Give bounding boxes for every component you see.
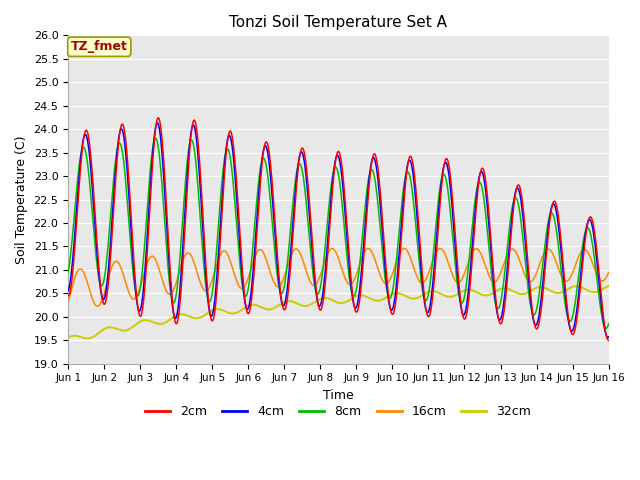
Title: Tonzi Soil Temperature Set A: Tonzi Soil Temperature Set A (229, 15, 447, 30)
Y-axis label: Soil Temperature (C): Soil Temperature (C) (15, 135, 28, 264)
Text: TZ_fmet: TZ_fmet (71, 40, 128, 53)
Legend: 2cm, 4cm, 8cm, 16cm, 32cm: 2cm, 4cm, 8cm, 16cm, 32cm (140, 400, 536, 423)
X-axis label: Time: Time (323, 389, 354, 402)
